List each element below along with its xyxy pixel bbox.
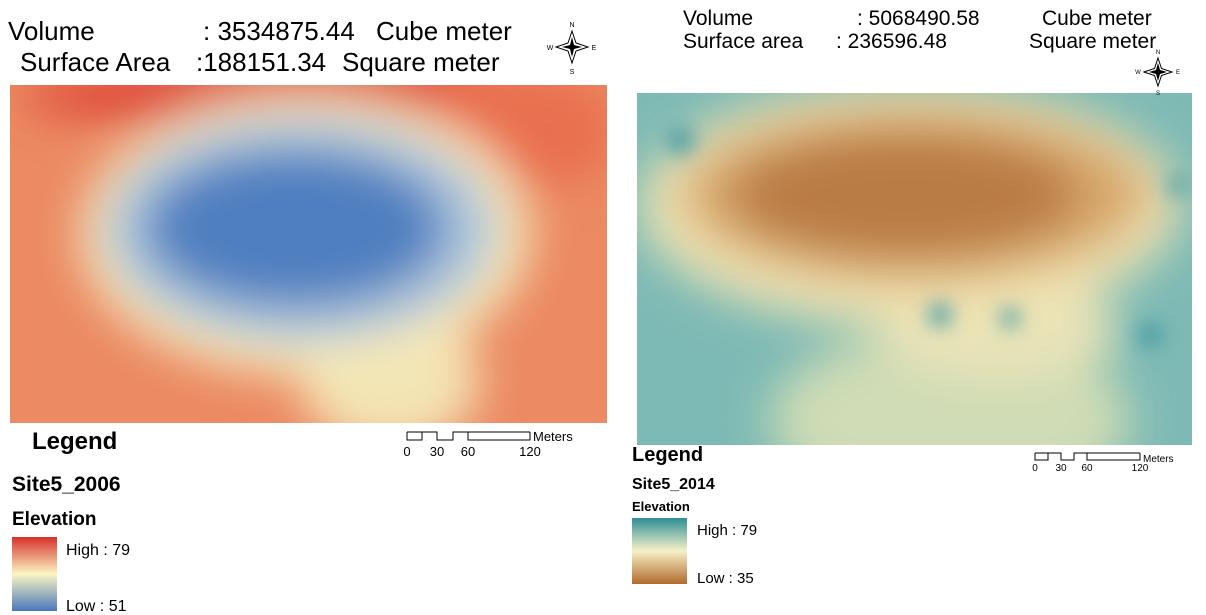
scale-bar bbox=[406, 431, 531, 441]
scale-label: 30 bbox=[430, 444, 444, 459]
compass-e: E bbox=[592, 45, 597, 52]
low-label: Low : 51 bbox=[66, 598, 127, 615]
area-label: Surface Area bbox=[20, 47, 171, 77]
compass-w: W bbox=[547, 45, 554, 52]
scale-label: 30 bbox=[1055, 463, 1067, 474]
field-name: Elevation bbox=[632, 499, 690, 514]
scale-label: 60 bbox=[1081, 463, 1093, 474]
color-ramp bbox=[12, 537, 57, 611]
legend-title: Legend bbox=[32, 428, 117, 455]
area-unit: Square meter bbox=[342, 47, 500, 77]
color-ramp bbox=[632, 518, 687, 584]
field-name: Elevation bbox=[12, 509, 96, 530]
scale-label: 60 bbox=[461, 444, 475, 459]
scale-unit: Meters bbox=[533, 429, 573, 444]
compass-e: E bbox=[1176, 70, 1180, 76]
volume-value: : 5068490.58 bbox=[857, 7, 980, 30]
scale-label: 120 bbox=[1132, 463, 1149, 474]
compass-n: N bbox=[569, 22, 574, 29]
scale-label: 0 bbox=[403, 444, 410, 459]
scale-unit: Meters bbox=[1143, 454, 1174, 465]
legend-title: Legend bbox=[632, 444, 703, 466]
volume-unit: Cube meter bbox=[1042, 7, 1152, 30]
map-2014 bbox=[637, 93, 1192, 445]
layer-name: Site5_2014 bbox=[632, 476, 715, 493]
scale-label: 0 bbox=[1032, 463, 1038, 474]
scale-label: 120 bbox=[519, 444, 541, 459]
scale-bar bbox=[1034, 452, 1141, 461]
layer-name: Site5_2006 bbox=[12, 473, 121, 496]
volume-label: Volume bbox=[683, 7, 753, 30]
compass-s: S bbox=[570, 69, 575, 76]
high-label: High : 79 bbox=[697, 522, 757, 539]
area-label: Surface area bbox=[683, 30, 804, 53]
compass-n: N bbox=[1156, 50, 1160, 56]
compass-s: S bbox=[1156, 91, 1160, 97]
compass-w: W bbox=[1135, 70, 1141, 76]
volume-value: : 3534875.44 bbox=[203, 16, 355, 46]
map-2006 bbox=[10, 85, 607, 423]
area-value: : 236596.48 bbox=[836, 30, 947, 53]
low-label: Low : 35 bbox=[697, 570, 754, 587]
volume-label: Volume bbox=[8, 16, 95, 46]
area-value: :188151.34 bbox=[196, 47, 326, 77]
volume-unit: Cube meter bbox=[376, 16, 512, 46]
area-unit: Square meter bbox=[1029, 30, 1156, 53]
compass-2014: N E S W bbox=[1135, 50, 1180, 97]
high-label: High : 79 bbox=[66, 542, 130, 559]
compass-2006: N E S W bbox=[547, 22, 597, 76]
